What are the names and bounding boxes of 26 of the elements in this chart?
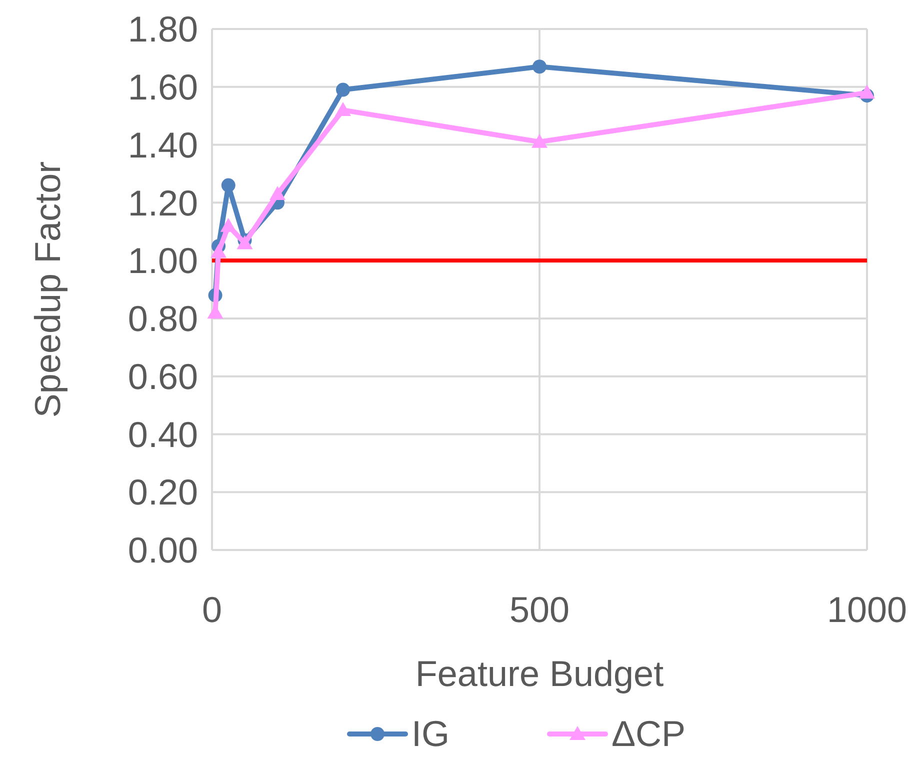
x-tick-label: 500 <box>509 589 570 630</box>
legend-label: ΔCP <box>612 713 686 754</box>
y-tick-label: 1.60 <box>128 66 198 108</box>
y-tick-label: 0.20 <box>128 472 198 513</box>
point <box>221 178 236 192</box>
x-axis-title: Feature Budget <box>415 653 664 694</box>
y-tick-label: 0.60 <box>128 356 198 397</box>
y-tick-label: 1.20 <box>128 182 198 224</box>
y-tick-label: 0.40 <box>128 414 198 455</box>
y-tick-label: 1.80 <box>128 8 198 50</box>
y-tick-label: 1.40 <box>128 124 198 166</box>
point <box>270 186 286 200</box>
point <box>220 218 236 232</box>
x-tick-label: 0 <box>202 589 222 630</box>
y-tick-label: 1.00 <box>128 240 198 282</box>
point <box>210 244 227 258</box>
y-tick-label: 0.80 <box>128 298 198 340</box>
y-axis-title: Speedup Factor <box>27 161 68 418</box>
point <box>532 60 546 74</box>
point <box>859 84 875 99</box>
x-tick-label: 1000 <box>826 589 908 630</box>
legend-label: IG <box>412 713 450 754</box>
point <box>336 82 350 97</box>
y-tick-label: 0.00 <box>128 530 198 571</box>
point <box>335 102 351 116</box>
point <box>532 134 548 148</box>
